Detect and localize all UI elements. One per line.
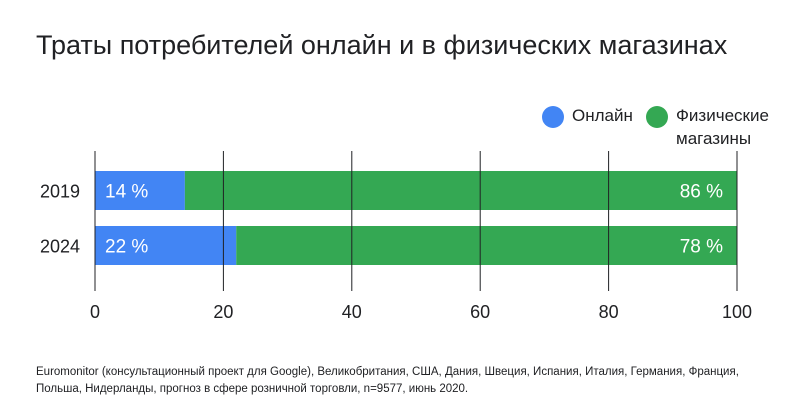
category-label-2019: 2019 (40, 182, 80, 202)
legend-item-online: Онлайн (542, 104, 664, 128)
data-label-2024-stores: 78 % (680, 237, 723, 258)
bar-2024-online (95, 226, 237, 265)
legend-swatch-online (542, 106, 564, 128)
bar-2019-stores (184, 171, 737, 210)
legend-swatch-stores (646, 106, 668, 128)
source-note: Euromonitor (консультационный проект для… (36, 366, 739, 395)
chart-title: Траты потребителей онлайн и в физических… (36, 30, 728, 60)
x-tick-label-100: 100 (722, 302, 752, 322)
legend-label-stores: Физические магазины (676, 106, 769, 148)
x-tick-label-40: 40 (342, 302, 362, 322)
bar-2024-stores (236, 226, 738, 265)
legend-item-stores: Физические магазины (646, 104, 769, 150)
data-label-2019-online: 14 % (105, 182, 148, 203)
bar-2019-online (95, 171, 185, 210)
data-label-2019-stores: 86 % (680, 182, 723, 203)
data-label-2024-online: 22 % (105, 237, 148, 258)
x-tick-label-20: 20 (213, 302, 233, 322)
x-tick-label-80: 80 (599, 302, 619, 322)
x-tick-label-0: 0 (90, 302, 100, 322)
category-label-2024: 2024 (40, 237, 80, 257)
x-tick-label-60: 60 (470, 302, 490, 322)
legend-label-online: Онлайн (572, 106, 633, 125)
